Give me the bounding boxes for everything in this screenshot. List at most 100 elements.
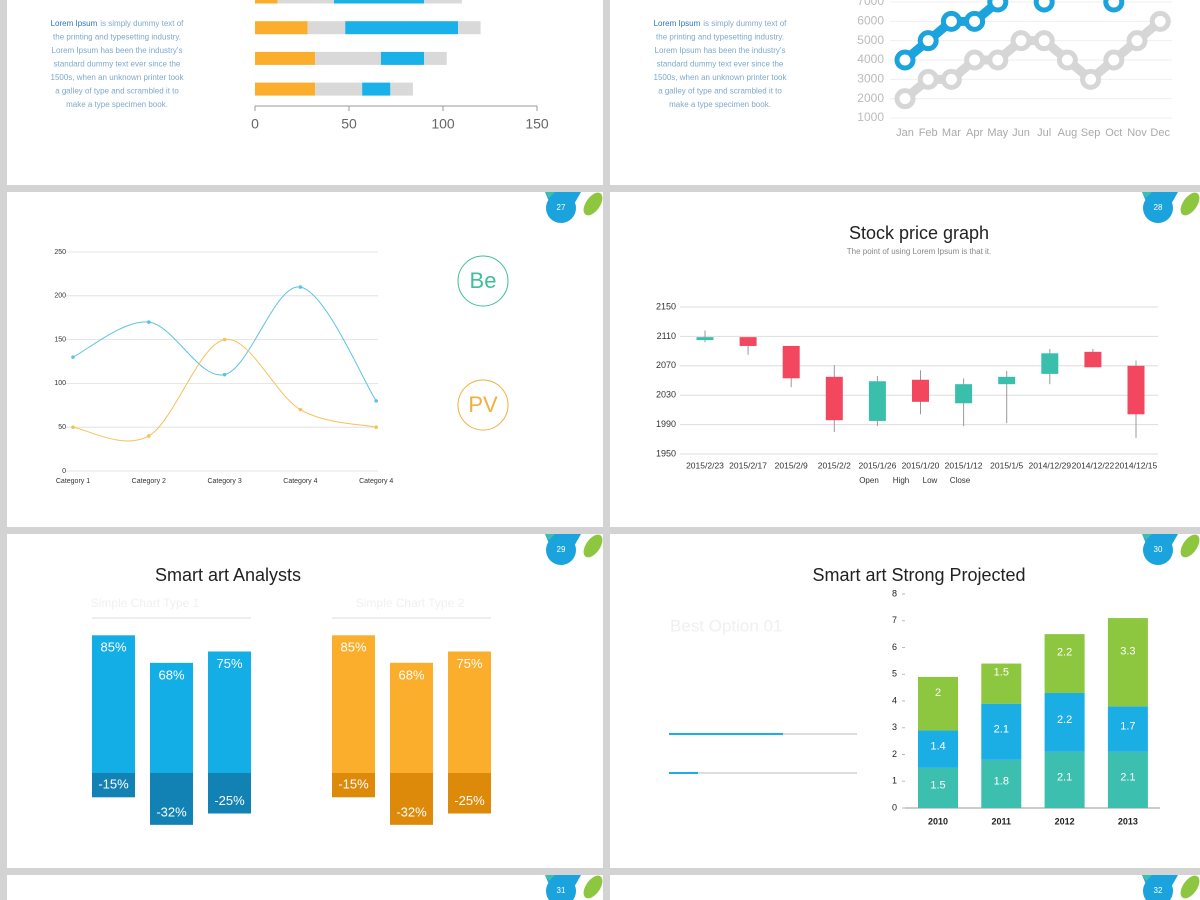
candle-body bbox=[955, 384, 973, 404]
body-line: is simply dummy text of bbox=[100, 19, 184, 28]
x-tick-label: Dec bbox=[1150, 127, 1170, 139]
body-text: 1500s, when an unknown printer took bbox=[654, 73, 788, 82]
y-tick-label: 2150 bbox=[656, 301, 676, 311]
icon-tip bbox=[545, 534, 555, 540]
y-tick-label: 8 bbox=[892, 588, 897, 598]
x-tick-label: May bbox=[987, 127, 1008, 139]
negative-bar bbox=[150, 773, 193, 825]
point bbox=[1080, 68, 1102, 90]
slide-corner-icon: 28 bbox=[1142, 192, 1200, 223]
body-text: Lorem Ipsum has been the industry's bbox=[52, 46, 183, 55]
point bbox=[1149, 10, 1171, 32]
x-tick-label: 150 bbox=[525, 116, 549, 132]
y-tick-label: 2 bbox=[892, 749, 897, 759]
y-tick-label: 6000 bbox=[857, 14, 884, 28]
value-label: 2 bbox=[935, 687, 941, 699]
icon-circle bbox=[1143, 535, 1173, 565]
x-tick-label: 0 bbox=[251, 116, 259, 132]
bar-segment bbox=[458, 21, 481, 35]
x-tick-label: Category 4 bbox=[359, 478, 393, 485]
icon-leaf bbox=[583, 192, 603, 216]
bar-segment bbox=[424, 51, 447, 65]
y-tick-label: 3 bbox=[892, 722, 897, 732]
value-label: 2.1 bbox=[1057, 771, 1072, 783]
slide-corner-icon: 29 bbox=[545, 534, 603, 565]
body-text: Lorem Ipsum is simply dummy text of bbox=[654, 19, 788, 28]
body-line: 1500s, when an unknown printer took bbox=[51, 73, 185, 82]
x-tick-label: Mar bbox=[942, 127, 961, 139]
x-tick-label: Jun bbox=[1012, 127, 1030, 139]
point bbox=[894, 88, 916, 110]
bar-segment bbox=[345, 21, 459, 35]
negative-bar bbox=[448, 773, 491, 814]
slide-number: 30 bbox=[1154, 545, 1163, 554]
point bbox=[940, 10, 962, 32]
bar-segment bbox=[918, 676, 958, 731]
body-text: standard dummy text ever since the bbox=[54, 60, 181, 69]
value-label: -25% bbox=[214, 793, 245, 808]
bar-segment bbox=[255, 51, 316, 65]
y-tick-label: 2030 bbox=[656, 390, 676, 400]
candle-body bbox=[1084, 351, 1102, 368]
x-tick-label: 2014/12/22 bbox=[1072, 460, 1115, 470]
body-text: 1500s, when an unknown printer took bbox=[51, 73, 185, 82]
y-tick-label: 6 bbox=[892, 642, 897, 652]
bar-segment bbox=[315, 82, 363, 96]
body-line: standard dummy text ever since the bbox=[54, 60, 181, 69]
body-line: 1500s, when an unknown printer took bbox=[654, 73, 788, 82]
point bbox=[1103, 49, 1125, 71]
slide-title: Smart art Strong Projected bbox=[812, 565, 1025, 585]
badge-label: Be bbox=[470, 268, 497, 293]
slide: Smart art Analysts Simple Chart Type 1 85%… bbox=[7, 534, 603, 868]
bar-segment bbox=[333, 0, 425, 4]
x-tick-label: Jan bbox=[896, 127, 914, 139]
highlight: Lorem Ipsum bbox=[51, 19, 98, 28]
value-label: 2.1 bbox=[1120, 771, 1135, 783]
icon-circle bbox=[546, 876, 576, 900]
badge bbox=[457, 255, 509, 307]
badge-label: PV bbox=[468, 392, 498, 417]
y-tick-label: 7 bbox=[892, 615, 897, 625]
icon-leaf bbox=[1180, 534, 1200, 558]
negative-bar bbox=[92, 773, 135, 798]
bar-segment bbox=[277, 0, 334, 4]
candle-body bbox=[1127, 365, 1145, 415]
y-tick-label: 2070 bbox=[656, 360, 676, 370]
x-tick-label: 2012 bbox=[1055, 816, 1075, 826]
y-tick-label: 4000 bbox=[857, 52, 884, 66]
bar bbox=[208, 651, 251, 773]
point bbox=[374, 399, 379, 403]
candle-body bbox=[825, 376, 843, 421]
x-tick-label: 2015/1/26 bbox=[858, 460, 896, 470]
body-text: the printing and typesetting industry. bbox=[656, 33, 784, 42]
bar bbox=[150, 662, 193, 773]
candle-body bbox=[1041, 353, 1059, 374]
slide: Be PV 0 50 100 150 200 250 Category 1 Category 2 C… bbox=[7, 192, 603, 527]
slide-corner-icon: 30 bbox=[1142, 534, 1200, 565]
body-line: the printing and typesetting industry. bbox=[53, 33, 181, 42]
point bbox=[1033, 30, 1055, 52]
slide-corner-icon: 31 bbox=[545, 875, 603, 900]
value-label: 3.3 bbox=[1120, 645, 1135, 657]
slide: Stock price graph The point of using Lore… bbox=[610, 192, 1200, 527]
slide: Lorem Ipsum is simply dummy text of the pr… bbox=[7, 0, 603, 185]
y-tick-label: 1990 bbox=[656, 419, 676, 429]
highlight: Lorem Ipsum bbox=[654, 19, 701, 28]
bar-segment bbox=[918, 730, 958, 768]
point bbox=[147, 434, 151, 438]
x-tick-label: 100 bbox=[431, 116, 455, 132]
x-tick-label: Feb bbox=[919, 127, 938, 139]
point bbox=[1010, 30, 1032, 52]
slide-number: 32 bbox=[1154, 886, 1163, 895]
candle-body bbox=[868, 381, 886, 421]
body-line: Lorem Ipsum has been the industry's bbox=[655, 46, 786, 55]
y-tick-label: 1950 bbox=[656, 448, 676, 458]
value-label: 1.5 bbox=[930, 779, 945, 791]
bar-segment bbox=[1107, 751, 1148, 808]
slide-title: Stock price graph bbox=[849, 223, 989, 243]
y-tick-label: 4 bbox=[892, 695, 897, 705]
negative-bar bbox=[332, 773, 375, 798]
y-tick-label: 50 bbox=[58, 424, 66, 431]
